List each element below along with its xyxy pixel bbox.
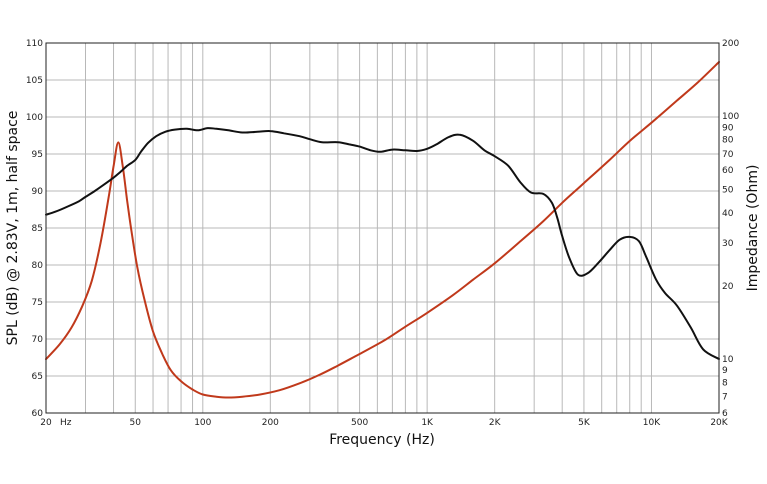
y2-tick-label: 200 — [722, 39, 739, 49]
y2-tick-label: 60 — [722, 166, 734, 176]
y-tick-label: 100 — [26, 113, 43, 123]
spl-curve — [45, 127, 720, 360]
y-tick-label: 70 — [32, 335, 44, 345]
x-tick-label: 10K — [643, 418, 661, 428]
y2-tick-label: 40 — [722, 209, 734, 219]
y-tick-label: 75 — [32, 298, 43, 308]
y-axis-title: SPL (dB) @ 2.83V, 1m, half space — [5, 111, 21, 346]
y-tick-label: 60 — [32, 409, 44, 419]
x-axis-title: Frequency (Hz) — [329, 432, 435, 448]
y-tick-label: 90 — [32, 187, 44, 197]
y-tick-label: 85 — [32, 224, 43, 234]
x-tick-label: 500 — [351, 418, 368, 428]
y2-tick-label: 9 — [722, 366, 728, 376]
y2-tick-label: 100 — [722, 112, 739, 122]
y2-tick-label: 7 — [722, 393, 728, 403]
y2-tick-label: 90 — [722, 123, 734, 133]
y-tick-label: 110 — [26, 39, 43, 49]
x-tick-label: 100 — [194, 418, 211, 428]
y-tick-label: 105 — [26, 76, 43, 86]
grid-layer — [46, 43, 719, 413]
y2-tick-label: 6 — [722, 409, 728, 419]
curve-layer — [45, 61, 720, 399]
x-tick-label: 200 — [262, 418, 279, 428]
y-tick-label: 95 — [32, 150, 43, 160]
x-tick-label: 1K — [421, 418, 434, 428]
y2-tick-label: 50 — [722, 185, 734, 195]
x-tick-label: 20 — [40, 418, 52, 428]
y2-tick-label: 20 — [722, 282, 734, 292]
x-tick-label: 2K — [489, 418, 502, 428]
plot-frame — [45, 42, 720, 414]
x-tick-label: 50 — [130, 418, 142, 428]
y2-tick-label: 10 — [722, 355, 734, 365]
x-tick-label: 20K — [710, 418, 728, 428]
y2-axis-title: Impedance (Ohm) — [745, 165, 761, 292]
y2-tick-label: 8 — [722, 379, 728, 389]
x-unit-label: Hz — [60, 418, 72, 428]
impedance-curve — [45, 61, 720, 399]
y2-tick-label: 80 — [722, 136, 734, 146]
y2-tick-label: 30 — [722, 239, 734, 249]
y-tick-label: 65 — [32, 372, 43, 382]
tick-label-layer: 20 50 100 200 500 1K 2K 5K 10K 20K Hz 60 65 70 75 80 85 9… — [26, 39, 740, 428]
y-tick-label: 80 — [32, 261, 44, 271]
x-tick-label: 5K — [578, 418, 591, 428]
y2-tick-label: 70 — [722, 150, 734, 160]
